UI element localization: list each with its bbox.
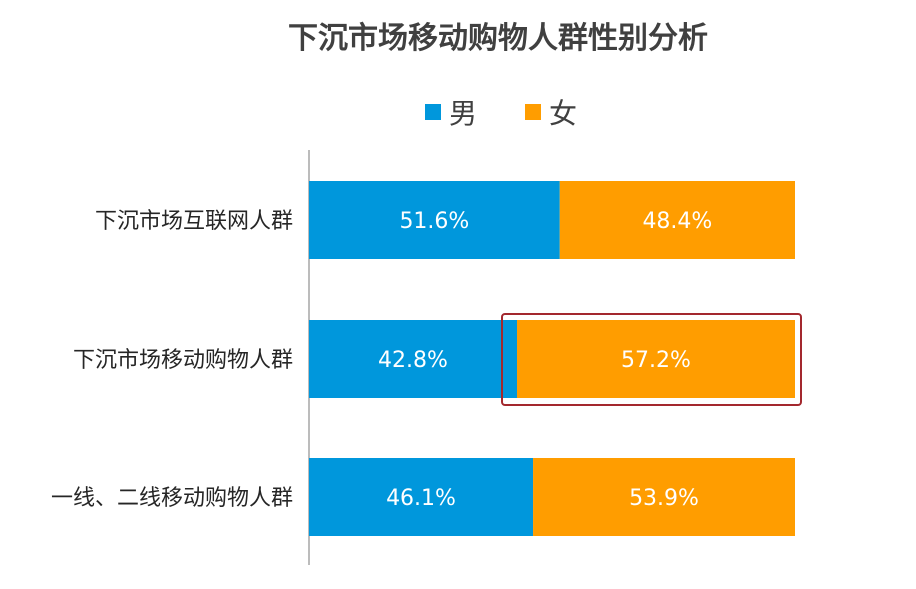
category-label-2: 下沉市场移动购物人群 bbox=[73, 348, 293, 373]
legend-label-female: 女 bbox=[549, 97, 577, 130]
category-label-3: 一线、二线移动购物人群 bbox=[51, 486, 293, 511]
bar-male-2 bbox=[309, 320, 518, 398]
highlight-group bbox=[501, 313, 802, 406]
data-label-male-2: 42.8% bbox=[378, 348, 448, 373]
legend-swatch-female bbox=[525, 104, 541, 120]
data-label-female-3: 53.9% bbox=[629, 486, 699, 511]
bar-female-2 bbox=[517, 320, 795, 398]
data-label-male-3: 46.1% bbox=[386, 486, 456, 511]
category-label-1: 下沉市场互联网人群 bbox=[95, 209, 293, 234]
legend-swatch-male bbox=[425, 104, 441, 120]
legend: 男 女 bbox=[425, 97, 577, 130]
data-label-female-1: 48.4% bbox=[642, 209, 712, 234]
chart-title: 下沉市场移动购物人群性别分析 bbox=[288, 21, 708, 56]
bar-male-3 bbox=[309, 458, 534, 536]
legend-label-male: 男 bbox=[449, 97, 477, 130]
data-label-male-1: 51.6% bbox=[399, 209, 469, 234]
bars-group: 51.6% 48.4% 42.8% 57.2% 46.1% 53.9% bbox=[309, 181, 795, 536]
data-label-female-2: 57.2% bbox=[621, 348, 691, 373]
bar-female-3 bbox=[533, 458, 795, 536]
highlight-box bbox=[501, 313, 802, 406]
bar-male-1 bbox=[309, 181, 560, 259]
bar-female-1 bbox=[559, 181, 795, 259]
